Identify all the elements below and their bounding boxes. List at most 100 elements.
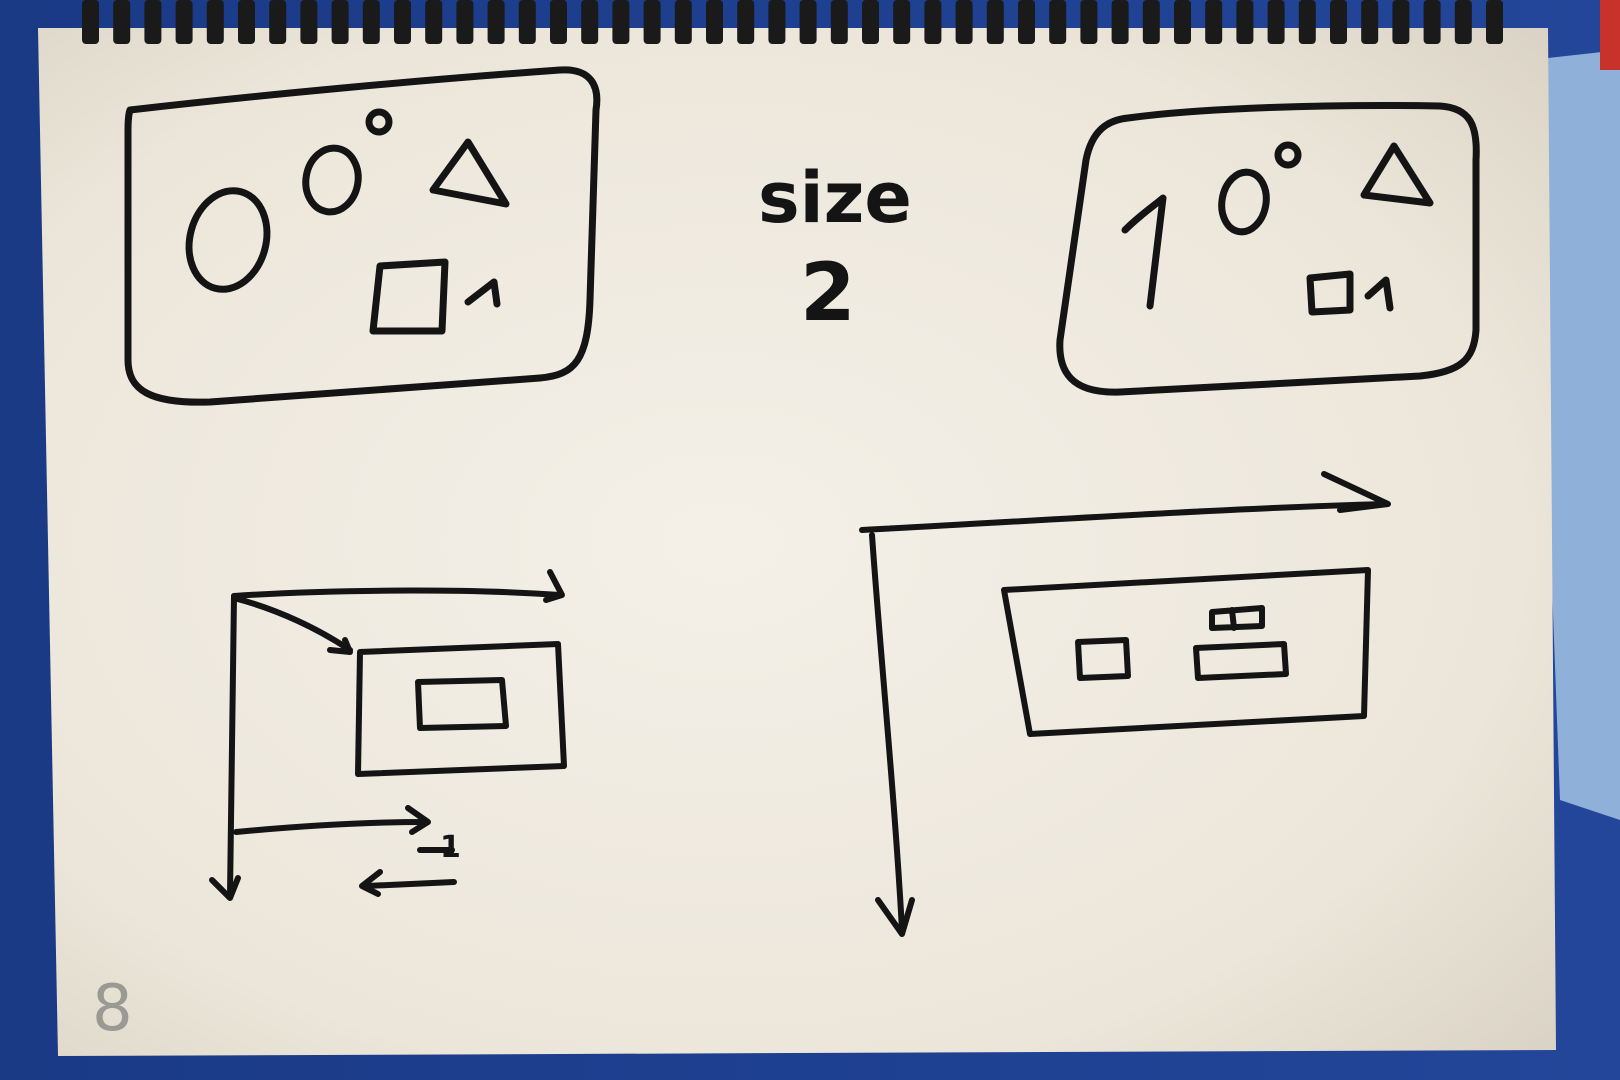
spiral-coil <box>924 0 942 44</box>
spiral-coil <box>1454 0 1472 44</box>
spiral-binding <box>82 0 1503 44</box>
right-frame-digit-small: 0 <box>1236 202 1243 213</box>
spiral-coil <box>1392 0 1410 44</box>
spiral-coil <box>612 0 630 44</box>
spiral-coil <box>581 0 599 44</box>
left-frame-square-label: 1 <box>470 292 477 303</box>
right-frame-square-label: 1 <box>1372 292 1379 303</box>
bl-axis-label: 1 <box>440 830 461 865</box>
spiral-coil <box>487 0 505 44</box>
page-number: 8 <box>92 972 133 1046</box>
spiral-coil <box>1174 0 1191 44</box>
bl-axis-bottom-arrowhead <box>405 805 431 835</box>
right-frame-sketch <box>1056 102 1480 396</box>
right-small-circle <box>1218 168 1270 236</box>
spiral-coil <box>1205 0 1223 44</box>
spiral-coil <box>518 0 536 44</box>
spiral-coil <box>1236 0 1254 44</box>
bl-back-arrowhead <box>359 869 383 897</box>
spiral-coil <box>175 0 193 44</box>
spiral-coil <box>1423 0 1441 44</box>
br-small-square <box>1075 637 1131 681</box>
left-square <box>369 258 449 335</box>
spiral-coil <box>550 0 567 44</box>
right-square-mark <box>1364 276 1394 312</box>
bl-back-arrow <box>363 879 457 889</box>
spiral-coil <box>206 0 224 44</box>
spiral-coil <box>1049 0 1067 44</box>
spiral-coil <box>1142 0 1160 44</box>
spiral-coil <box>768 0 786 44</box>
spiral-coil <box>300 0 318 44</box>
spiral-coil <box>643 0 661 44</box>
right-frame-digit-large: 1 <box>1130 262 1137 273</box>
right-small-rect <box>1306 270 1354 316</box>
bl-axis-top-arrowhead <box>543 569 565 603</box>
spiral-coil <box>737 0 755 44</box>
br-axis-horizontal <box>859 501 1389 533</box>
right-frame-border <box>1056 102 1480 396</box>
bl-outer-rect <box>355 641 567 777</box>
bottom-right-diagram <box>859 471 1391 937</box>
spiral-coil <box>82 0 99 44</box>
spiral-coil <box>456 0 474 44</box>
left-degree-circle <box>365 108 393 136</box>
right-degree-circle <box>1274 141 1302 169</box>
bl-diagonal <box>231 595 353 653</box>
right-one-digit <box>1121 194 1167 310</box>
paper-sheet <box>38 28 1556 1056</box>
left-frame-border <box>124 66 601 406</box>
left-frame-digit-small: 0 <box>320 192 327 203</box>
spiral-coil <box>1267 0 1285 44</box>
spiral-coil <box>799 0 817 44</box>
right-frame-degree: ° <box>1282 152 1287 163</box>
left-large-circle <box>185 187 271 293</box>
br-axis-horizontal-arrowhead <box>1321 471 1391 513</box>
bl-diagonal-arrowhead <box>327 637 353 655</box>
left-frame-sketch <box>124 66 601 406</box>
title-number: 2 <box>800 246 856 339</box>
bl-axis-vertical-arrowhead <box>209 875 241 901</box>
left-frame-degree: ° <box>372 122 377 133</box>
spiral-coil <box>862 0 879 44</box>
spiral-coil <box>955 0 973 44</box>
br-wide-rect <box>1193 641 1289 681</box>
spiral-coil <box>238 0 255 44</box>
spiral-coil <box>1330 0 1347 44</box>
spiral-coil <box>674 0 692 44</box>
left-small-circle <box>302 144 362 216</box>
spiral-coil <box>394 0 411 44</box>
left-triangle <box>429 138 510 208</box>
spiral-coil <box>1361 0 1379 44</box>
br-outer-rect <box>1001 567 1371 737</box>
br-tiny-mark <box>1209 605 1265 631</box>
spiral-coil <box>144 0 162 44</box>
spiral-coil <box>830 0 848 44</box>
br-axis-vertical <box>869 532 905 933</box>
spiral-coil <box>331 0 349 44</box>
bl-axis-bottom <box>233 819 429 835</box>
background-patch <box>1530 50 1620 820</box>
bl-inner-rect <box>415 677 509 731</box>
spiral-coil <box>113 0 131 44</box>
spiral-coil <box>1298 0 1316 44</box>
spiral-coil <box>1486 0 1503 44</box>
spiral-coil <box>1018 0 1035 44</box>
spiral-coil <box>893 0 911 44</box>
title-word: size <box>758 157 912 239</box>
bottom-left-diagram <box>209 569 567 901</box>
spiral-coil <box>362 0 380 44</box>
bl-axis-top <box>231 587 563 599</box>
spiral-coil <box>706 0 723 44</box>
left-square-mark <box>464 278 501 308</box>
left-frame-digit-large: 0 <box>200 262 207 273</box>
spiral-coil <box>425 0 443 44</box>
br-axis-vertical-arrowhead <box>875 897 915 937</box>
spiral-coil <box>269 0 287 44</box>
right-triangle <box>1360 142 1434 207</box>
spiral-coil <box>1111 0 1129 44</box>
spiral-coil <box>986 0 1004 44</box>
red-edge <box>1600 0 1620 70</box>
bl-axis-vertical <box>227 593 237 898</box>
